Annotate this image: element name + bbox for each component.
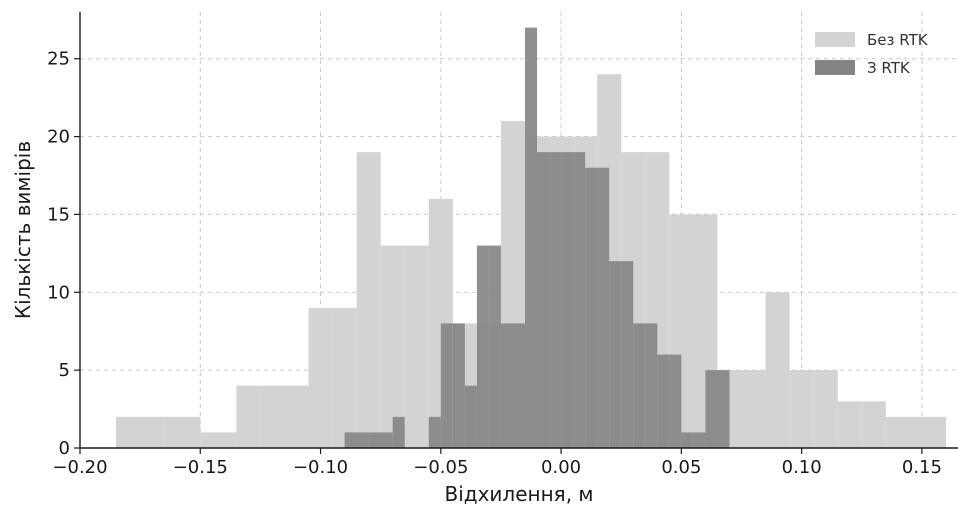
histogram-bar — [669, 354, 682, 448]
y-tick-label: 10 — [47, 282, 70, 303]
legend-swatch — [815, 32, 855, 47]
histogram-bar — [284, 385, 309, 448]
legend-swatch — [815, 60, 855, 75]
histogram-bar — [260, 385, 285, 448]
histogram-bar — [488, 245, 501, 448]
histogram-bar — [681, 432, 694, 448]
histogram-bar — [512, 323, 526, 448]
histogram-bar — [789, 370, 814, 448]
histogram-bar — [705, 370, 718, 448]
axes-layer: −0.20 −0.15 −0.10 −0.05 0.00 0.05 0.10 0.15 0 5 10… — [47, 12, 958, 478]
x-tick-label: 0.10 — [782, 457, 822, 478]
histogram-bar — [813, 370, 838, 448]
histogram-bar — [428, 416, 441, 448]
legend: Без RTK З RTK — [815, 31, 929, 77]
histogram-bar — [200, 432, 237, 448]
histogram-bar — [585, 167, 598, 448]
bars-layer — [116, 27, 946, 449]
histogram-bar — [621, 261, 634, 448]
x-tick-label: 0.00 — [541, 457, 581, 478]
x-tick-label: −0.05 — [413, 457, 468, 478]
histogram-bar — [308, 307, 333, 448]
histogram-bar — [392, 416, 405, 448]
histogram-bar — [549, 152, 562, 448]
histogram-bar — [452, 323, 465, 448]
histogram-bar — [885, 416, 910, 448]
y-axis-label: Кількість вимірів — [11, 141, 35, 319]
histogram-bar — [633, 323, 646, 448]
x-tick-label: −0.15 — [173, 457, 228, 478]
histogram-bar — [645, 323, 658, 448]
legend-label: Без RTK — [867, 31, 929, 49]
y-tick-label: 15 — [47, 204, 70, 225]
x-axis-label: Відхилення, м — [444, 482, 593, 506]
histogram-bar — [332, 307, 357, 448]
histogram-bar — [837, 401, 862, 448]
histogram-bar — [765, 292, 790, 448]
x-tick-label: −0.20 — [52, 457, 107, 478]
histogram-bar — [236, 385, 261, 448]
histogram-bar — [476, 245, 489, 448]
histogram-bar — [537, 152, 550, 448]
legend-label: З RTK — [867, 59, 911, 77]
histogram-bar — [116, 416, 165, 448]
histogram-bar — [693, 432, 706, 448]
y-tick-label: 25 — [47, 49, 70, 70]
histogram-bar — [440, 323, 453, 448]
histogram-bar — [717, 370, 730, 448]
histogram-bar — [741, 370, 766, 448]
histogram-bar — [164, 416, 201, 448]
histogram-bar — [380, 245, 405, 448]
histogram-bar — [368, 432, 393, 448]
histogram-bar — [609, 261, 622, 448]
histogram-bar — [573, 152, 586, 448]
y-tick-label: 20 — [47, 127, 70, 148]
histogram-bar — [657, 354, 670, 448]
histogram-bar — [464, 385, 477, 448]
histogram-bar — [500, 323, 513, 448]
histogram-bar — [344, 432, 369, 448]
histogram-bar — [561, 152, 574, 448]
histogram-bar — [404, 245, 429, 448]
histogram-bar — [356, 152, 381, 448]
x-tick-label: 0.15 — [902, 457, 942, 478]
y-tick-label: 5 — [59, 360, 70, 381]
histogram-bar — [597, 167, 610, 448]
x-tick-label: 0.05 — [661, 457, 701, 478]
histogram-bar — [909, 416, 946, 448]
y-tick-label: 0 — [59, 438, 70, 459]
histogram-bar — [861, 401, 886, 448]
histogram-bar — [525, 27, 538, 448]
x-tick-label: −0.10 — [293, 457, 348, 478]
